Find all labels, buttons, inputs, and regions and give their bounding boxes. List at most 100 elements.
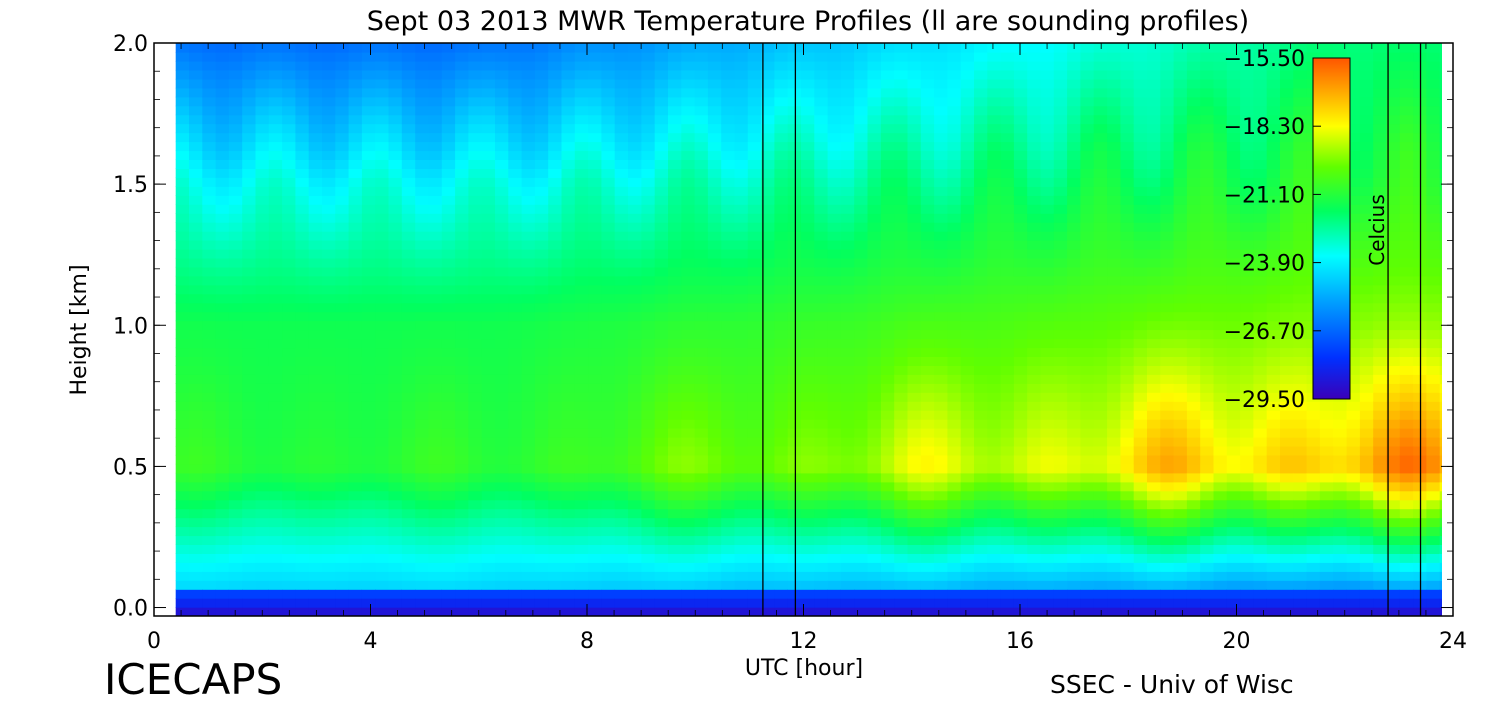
- heatmap-cell: [947, 526, 962, 537]
- heatmap-cell: [468, 257, 483, 268]
- heatmap-cell: [854, 580, 869, 590]
- heatmap-cell: [894, 508, 909, 519]
- heatmap-cell: [415, 195, 430, 205]
- heatmap-cell: [415, 69, 430, 80]
- heatmap-cell: [867, 302, 882, 313]
- heatmap-cell: [388, 347, 403, 357]
- heatmap-cell: [880, 383, 895, 393]
- heatmap-cell: [574, 231, 589, 241]
- heatmap-cell: [282, 320, 296, 331]
- heatmap-cell: [894, 517, 909, 528]
- heatmap-cell: [601, 222, 616, 232]
- heatmap-cell: [628, 132, 642, 143]
- heatmap-cell: [1013, 454, 1028, 465]
- heatmap-cell: [574, 60, 589, 71]
- heatmap-cell: [322, 52, 336, 62]
- heatmap-cell: [441, 436, 456, 447]
- heatmap-cell: [1093, 293, 1108, 304]
- heatmap-cell: [734, 213, 749, 223]
- heatmap-cell: [787, 365, 802, 375]
- heatmap-cell: [787, 571, 802, 581]
- heatmap-cell: [1027, 490, 1042, 501]
- heatmap-cell: [1173, 141, 1188, 152]
- heatmap-cell: [787, 240, 802, 250]
- heatmap-cell: [867, 365, 882, 375]
- heatmap-cell: [1173, 248, 1188, 259]
- heatmap-cell: [1067, 186, 1081, 196]
- heatmap-cell: [468, 392, 483, 402]
- heatmap-cell: [175, 383, 190, 393]
- heatmap-cell: [322, 141, 336, 152]
- heatmap-cell: [840, 517, 855, 528]
- heatmap-cell: [920, 87, 935, 98]
- heatmap-cell: [801, 580, 815, 590]
- heatmap-cell: [1040, 257, 1055, 268]
- heatmap-cell: [282, 401, 296, 411]
- heatmap-cell: [189, 481, 203, 492]
- heatmap-cell: [1080, 329, 1095, 340]
- heatmap-cell: [601, 410, 616, 420]
- heatmap-cell: [1013, 302, 1028, 313]
- heatmap-cell: [1133, 508, 1148, 519]
- heatmap-cell: [495, 132, 509, 143]
- heatmap-cell: [401, 275, 416, 286]
- heatmap-cell: [707, 87, 722, 98]
- heatmap-cell: [335, 589, 350, 599]
- heatmap-cell: [534, 589, 549, 599]
- heatmap-cell: [215, 123, 230, 134]
- heatmap-cell: [1120, 580, 1135, 590]
- heatmap-cell: [1093, 598, 1108, 608]
- heatmap-cell: [814, 266, 829, 277]
- heatmap-cell: [548, 517, 563, 528]
- heatmap-cell: [628, 159, 642, 169]
- heatmap-cell: [228, 257, 243, 268]
- heatmap-cell: [228, 43, 243, 53]
- heatmap-cell: [880, 338, 895, 349]
- heatmap-cell: [907, 87, 922, 98]
- heatmap-cell: [1067, 329, 1081, 340]
- heatmap-cell: [867, 60, 882, 71]
- heatmap-cell: [1053, 436, 1068, 447]
- heatmap-cell: [588, 490, 602, 501]
- heatmap-cell: [907, 257, 922, 268]
- heatmap-cell: [561, 69, 576, 80]
- heatmap-cell: [974, 589, 988, 599]
- heatmap-cell: [1000, 472, 1015, 483]
- heatmap-cell: [548, 195, 563, 205]
- heatmap-cell: [1067, 454, 1081, 465]
- heatmap-cell: [268, 150, 283, 160]
- heatmap-cell: [827, 177, 842, 187]
- heatmap-cell: [721, 150, 736, 160]
- heatmap-cell: [428, 428, 443, 438]
- heatmap-cell: [1173, 240, 1188, 250]
- heatmap-cell: [960, 123, 975, 134]
- heatmap-cell: [814, 222, 829, 232]
- heatmap-cell: [707, 257, 722, 268]
- heatmap-cell: [255, 293, 270, 304]
- heatmap-cell: [388, 132, 403, 143]
- heatmap-cell: [268, 186, 283, 196]
- heatmap-cell: [694, 445, 709, 456]
- heatmap-cell: [561, 338, 576, 349]
- heatmap-cell: [588, 347, 602, 357]
- heatmap-cell: [1013, 589, 1028, 599]
- heatmap-cell: [1080, 365, 1095, 375]
- heatmap-cell: [1027, 571, 1042, 581]
- heatmap-cell: [415, 293, 430, 304]
- heatmap-cell: [960, 168, 975, 178]
- heatmap-cell: [734, 338, 749, 349]
- heatmap-cell: [322, 150, 336, 160]
- heatmap-cell: [295, 78, 310, 89]
- heatmap-cell: [228, 87, 243, 98]
- heatmap-cell: [548, 96, 563, 107]
- heatmap-cell: [867, 356, 882, 366]
- heatmap-cell: [668, 168, 682, 178]
- heatmap-cell: [455, 508, 469, 519]
- heatmap-cell: [614, 571, 629, 581]
- heatmap-cell: [1000, 52, 1015, 62]
- heatmap-cell: [1173, 436, 1188, 447]
- heatmap-cell: [601, 186, 616, 196]
- heatmap-cell: [1067, 275, 1081, 286]
- heatmap-cell: [628, 562, 642, 572]
- heatmap-cell: [1000, 571, 1015, 581]
